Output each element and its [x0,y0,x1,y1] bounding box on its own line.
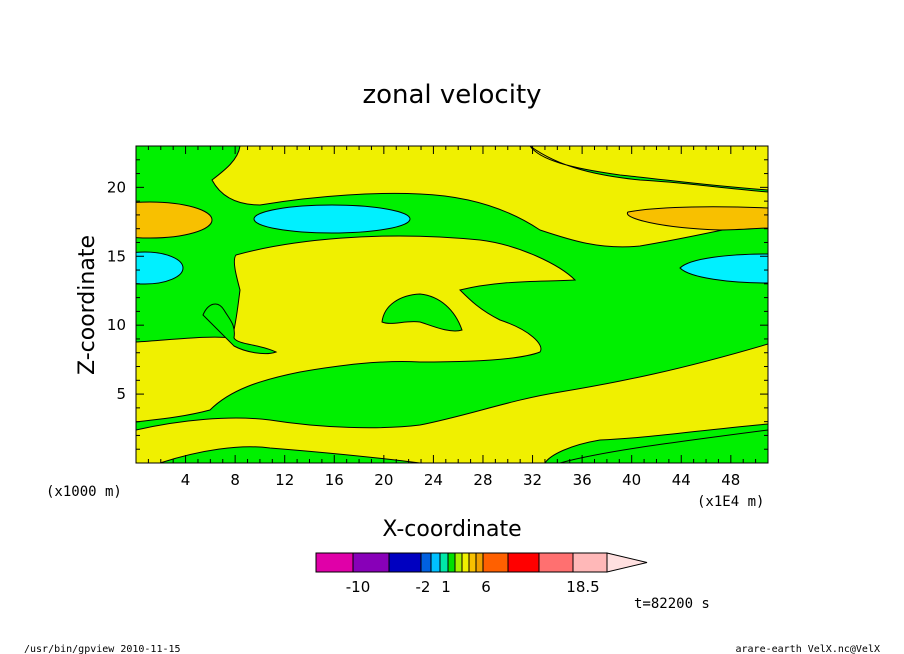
colorbar-segment [572,552,608,573]
colorbar-label: 1 [441,578,451,596]
contour-region-green-blob [381,293,463,332]
x-tick-label: 16 [325,471,344,489]
colorbar-segment [447,552,456,573]
x-tick-label: 12 [275,471,294,489]
colorbar-segment [468,552,477,573]
y-tick-label: 20 [107,178,126,196]
contour-region-cyan-center [253,204,411,234]
colorbar-segment [388,552,422,573]
x-axis-label: X-coordinate [382,517,521,542]
y-unit-label: (x1000 m) [46,484,122,500]
y-tick-label: 5 [116,385,126,403]
contour-region-yellow-center [136,235,577,423]
colorbar-label: 18.5 [566,578,599,596]
contour-region-green-wedge [202,303,278,355]
x-axis-ticks: 4 8 12 16 20 24 28 32 36 40 44 48 [147,146,757,489]
contour-fill [136,146,768,463]
footer-left: /usr/bin/gpview 2010-11-15 [24,644,181,654]
colorbar-segment [461,552,470,573]
x-tick-label: 20 [374,471,393,489]
contour-region-cyan-left [136,251,184,285]
chart-title: zonal velocity [362,80,541,110]
x-tick-label: 24 [424,471,443,489]
colorbar-label: -2 [416,578,431,596]
colorbar-segment [454,552,463,573]
colorbar-segment [439,552,449,573]
x-tick-label: 36 [573,471,592,489]
x-tick-label: 28 [473,471,492,489]
colorbar-segment [475,552,484,573]
x-tick-label: 8 [230,471,240,489]
contour-region-orange-left [136,201,213,239]
contour-region-cyan-right [679,253,768,284]
colorbar-segment [430,552,441,573]
colorbar-extension-arrow [606,552,648,573]
contour-region-green-bottom [159,446,421,463]
colorbar-segment [315,552,354,573]
colorbar-label: 6 [481,578,491,596]
contour-region-orange-right [626,206,768,231]
x-tick-label: 32 [523,471,542,489]
y-tick-label: 15 [107,247,126,265]
contour-region-green-bottom-right [559,429,768,463]
contour-region-yellow-top [211,146,768,248]
colorbar-segment [420,552,432,573]
colorbar-segment [352,552,390,573]
time-label: t=82200 s [634,596,710,612]
colorbar-segment [507,552,540,573]
plot-frame [135,145,769,464]
y-axis-ticks: 5 10 15 20 [107,159,768,450]
footer-right: arare-earth_VelX.nc@VelX [736,644,881,654]
colorbar-label: -10 [346,578,371,596]
y-tick-label: 10 [107,316,126,334]
x-tick-label: 4 [181,471,191,489]
x-tick-label: 48 [721,471,740,489]
colorbar-segment [538,552,574,573]
x-tick-label: 40 [622,471,641,489]
y-axis-label: Z-coordinate [75,235,100,375]
colorbar-segment [482,552,509,573]
colorbar: -10 -2 1 6 18.5 [315,552,648,596]
x-tick-label: 44 [672,471,691,489]
contour-region-yellow-lower [136,343,768,463]
x-unit-label: (x1E4 m) [697,494,764,510]
